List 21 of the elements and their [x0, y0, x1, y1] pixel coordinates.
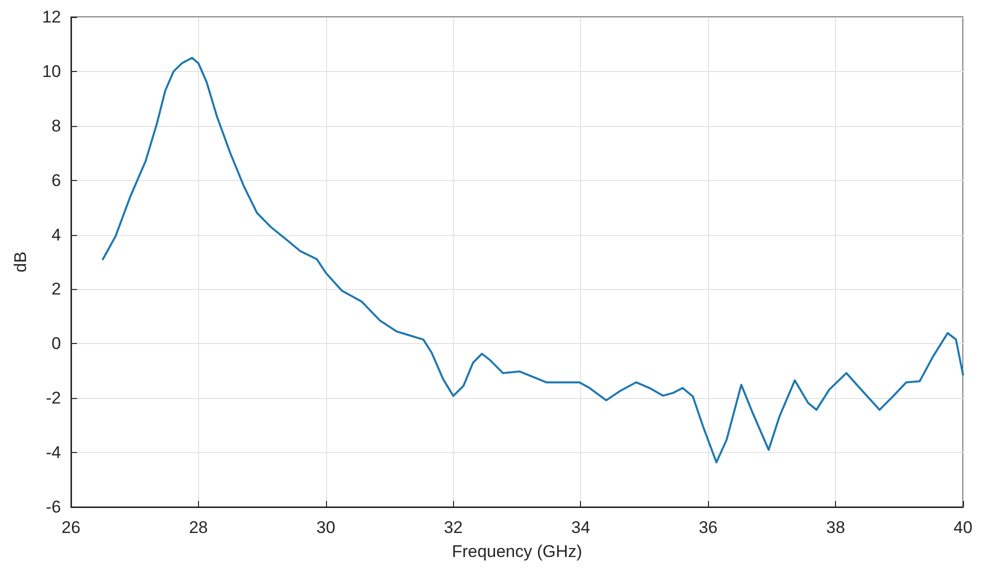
- y-tick-label: -2: [46, 388, 61, 408]
- y-tick-label: 12: [42, 8, 61, 26]
- y-tick-label: 8: [52, 116, 61, 136]
- y-tick-label: 6: [52, 170, 61, 190]
- y-tick-label: 4: [52, 225, 61, 244]
- x-tick-label: 34: [571, 518, 590, 537]
- x-tick-label: 40: [954, 518, 972, 537]
- x-tick-label: 26: [62, 518, 80, 537]
- x-tick-label: 32: [444, 518, 463, 537]
- y-tick-label: -4: [46, 443, 61, 462]
- x-tick-label: 30: [316, 518, 336, 537]
- y-axis-title: dB: [11, 252, 30, 272]
- y-tick-label: 0: [52, 334, 61, 354]
- y-tick-label: 10: [42, 62, 61, 81]
- y-tick-label: -6: [46, 498, 61, 516]
- x-tick-label: 38: [826, 518, 846, 537]
- x-tick-label: 36: [698, 518, 718, 537]
- y-tick-label: 2: [52, 280, 61, 299]
- line-series: [102, 56, 964, 464]
- x-tick-label: 28: [188, 518, 208, 537]
- x-axis-title: Frequency (GHz): [452, 542, 582, 561]
